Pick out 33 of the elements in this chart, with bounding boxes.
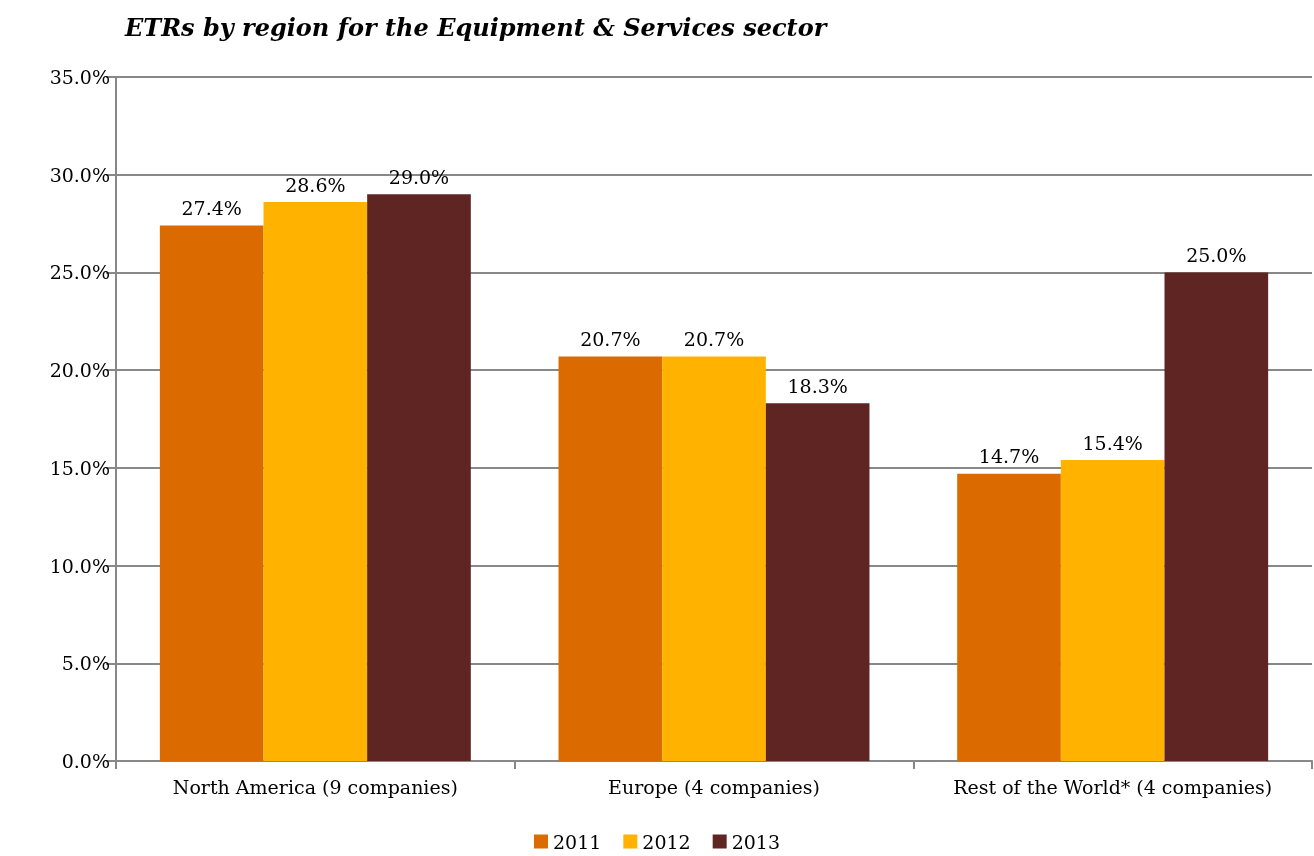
y-tick-label: 25.0% (49, 261, 110, 284)
x-tick-label: North America (9 companies) (172, 775, 458, 798)
data-label: 20.7% (683, 327, 745, 350)
bar (662, 356, 766, 761)
y-tick-label: 35.0% (49, 66, 110, 88)
x-tick-label: Europe (4 companies) (608, 775, 820, 798)
data-label: 20.7% (580, 327, 641, 350)
y-tick-label: 0.0% (61, 750, 110, 772)
bar (765, 403, 870, 761)
bar (263, 202, 368, 761)
bar (367, 194, 471, 761)
bar (1060, 460, 1165, 761)
y-tick-label: 15.0% (49, 456, 110, 479)
y-tick-label: 20.0% (49, 359, 110, 382)
legend-label: 2012 (642, 830, 691, 853)
x-tick-label: Rest of the World* (4 companies) (953, 775, 1273, 798)
data-label: 25.0% (1186, 243, 1247, 266)
legend-label: 2011 (552, 830, 602, 853)
data-label: 14.7% (978, 445, 1040, 468)
bar (1164, 272, 1269, 761)
data-label: 29.0% (388, 165, 450, 188)
data-label: 15.4% (1082, 431, 1143, 454)
y-tick-label: 5.0% (61, 652, 110, 675)
data-label: 27.4% (181, 197, 242, 220)
y-tick-label: 10.0% (49, 554, 110, 577)
bar (957, 473, 1061, 761)
data-label: 28.6% (285, 173, 346, 196)
bar (159, 225, 264, 761)
data-label: 18.3% (787, 374, 848, 397)
chart-title: ETRs by region for the Equipment & Services sector (124, 12, 829, 42)
y-tick-label: 30.0% (49, 163, 110, 186)
bar (558, 356, 663, 761)
legend-label: 2013 (731, 830, 781, 853)
